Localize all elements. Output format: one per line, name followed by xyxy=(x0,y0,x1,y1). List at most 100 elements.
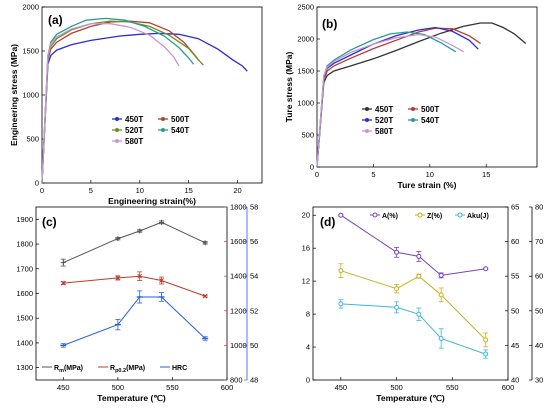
data-point xyxy=(394,249,400,255)
legend-label-450T: 450T xyxy=(125,115,143,124)
series-line-450T xyxy=(41,32,248,184)
x-axis-label: Temperature (℃) xyxy=(376,393,445,403)
x-axis-label: Temperature (℃) xyxy=(97,393,166,403)
legend-label-520T: 520T xyxy=(375,116,393,125)
series-line-450T xyxy=(316,22,527,168)
data-point xyxy=(483,266,489,272)
right2-tick-label: 52 xyxy=(250,306,258,315)
y-tick-label: 0 xyxy=(35,179,39,188)
right1-tick-label: 65 xyxy=(511,203,519,212)
legend-label-Aku(J): Aku(J) xyxy=(467,213,489,220)
right1-tick-label: 40 xyxy=(511,376,519,385)
right2-tick-label: 50 xyxy=(250,341,258,350)
data-point xyxy=(159,278,164,283)
left-tick-label: 1300 xyxy=(16,363,33,372)
left-tick-label: 1700 xyxy=(16,264,33,273)
right2-tick-label: 70 xyxy=(535,237,543,246)
x-tick-label: 0 xyxy=(40,186,44,195)
right2-tick-label: 60 xyxy=(535,272,543,281)
y-tick-label: 2500 xyxy=(297,3,314,12)
x-tick-label: 15 xyxy=(482,170,490,179)
x-tick-label: 600 xyxy=(502,383,515,392)
legend-marker-500T xyxy=(411,107,415,111)
right2-tick-label: 30 xyxy=(535,376,543,385)
series-line-Aku(J) xyxy=(340,303,486,355)
left-tick-label: 16 xyxy=(302,244,310,253)
legend-label-Rp0.2(MPa): Rp0.2(MPa) xyxy=(110,365,145,374)
data-point xyxy=(338,268,344,274)
left-tick-label: 1900 xyxy=(16,215,33,224)
right1-tick-label: 1800 xyxy=(230,203,247,212)
panel-label: (c) xyxy=(42,215,57,229)
right2-tick-label: 80 xyxy=(535,203,543,212)
legend-marker-580T xyxy=(365,129,369,133)
x-tick-label: 550 xyxy=(166,383,179,392)
right1-tick-label: 60 xyxy=(511,237,519,246)
panel-label: (d) xyxy=(320,215,335,229)
series-line-HRC xyxy=(63,296,206,346)
y-tick-label: 1500 xyxy=(297,67,314,76)
legend-marker-540T xyxy=(411,118,415,122)
legend-label-580T: 580T xyxy=(375,127,393,136)
data-point xyxy=(438,292,444,298)
legend-label-Rm(MPa): Rm(MPa) xyxy=(54,365,83,374)
series-line-Rm(MPa) xyxy=(63,221,206,264)
right1-tick-label: 1200 xyxy=(230,306,247,315)
x-axis-label: Engineering strain(%) xyxy=(108,196,196,206)
data-point xyxy=(115,275,121,281)
y-tick-label: 1000 xyxy=(22,91,39,100)
x-axis-label: Ture strain (%) xyxy=(398,180,457,190)
left-tick-label: 4 xyxy=(306,343,310,352)
data-point xyxy=(60,280,66,286)
left-tick-label: 8 xyxy=(306,310,310,319)
data-point xyxy=(338,301,344,307)
data-point xyxy=(438,272,444,278)
y-tick-label: 2000 xyxy=(22,3,39,12)
y-axis-label: Engineering stress (MPa) xyxy=(9,44,19,146)
legend-label-540T: 540T xyxy=(171,126,189,135)
left-tick-label: 1400 xyxy=(16,338,33,347)
x-tick-label: 550 xyxy=(446,383,459,392)
x-tick-label: 10 xyxy=(426,170,434,179)
legend-label-500T: 500T xyxy=(171,115,189,124)
legend-marker-450T xyxy=(115,117,119,121)
legend-marker-500T xyxy=(161,117,165,121)
series-line-580T xyxy=(41,23,180,184)
y-axis-label: Ture stress (MPa) xyxy=(284,51,294,122)
series-line-580T xyxy=(316,33,465,168)
legend-marker-540T xyxy=(161,128,165,132)
y-tick-label: 2000 xyxy=(297,35,314,44)
y-tick-label: 1500 xyxy=(22,47,39,56)
legend-label-A(%): A(%) xyxy=(382,213,398,220)
right1-tick-label: 50 xyxy=(511,306,519,315)
x-tick-label: 450 xyxy=(57,383,70,392)
x-tick-label: 450 xyxy=(335,383,348,392)
plot-frame xyxy=(312,206,509,381)
legend-marker-Aku(J) xyxy=(457,212,463,218)
data-point xyxy=(416,311,422,317)
series-line-520T xyxy=(41,20,204,184)
legend-label-450T: 450T xyxy=(375,105,393,114)
data-point xyxy=(137,273,143,279)
x-tick-label: 600 xyxy=(221,383,234,392)
left-tick-label: 1500 xyxy=(16,314,33,323)
right2-tick-label: 50 xyxy=(535,306,543,315)
legend-marker-A(%) xyxy=(372,212,378,218)
series-line-Rp0.2(MPa) xyxy=(63,275,206,297)
legend-label-Z(%): Z(%) xyxy=(427,213,442,220)
series-line-540T xyxy=(316,31,457,168)
legend-marker-Z(%) xyxy=(417,212,423,218)
series-line-520T xyxy=(316,26,479,168)
y-tick-label: 500 xyxy=(26,135,39,144)
right2-tick-label: 48 xyxy=(250,376,258,385)
right1-tick-label: 1000 xyxy=(230,341,247,350)
panel-label: (b) xyxy=(322,17,337,31)
legend-marker-580T xyxy=(115,139,119,143)
legend-label-500T: 500T xyxy=(421,105,439,114)
series-line-500T xyxy=(41,20,199,184)
x-tick-label: 500 xyxy=(112,383,125,392)
right2-tick-label: 40 xyxy=(535,341,543,350)
legend-label-520T: 520T xyxy=(125,126,143,135)
data-point xyxy=(338,212,344,218)
legend-marker-450T xyxy=(365,107,369,111)
